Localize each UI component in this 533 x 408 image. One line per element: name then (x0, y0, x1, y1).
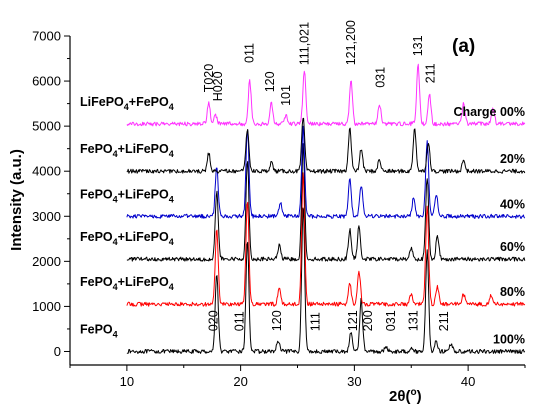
y-tick-label: 0 (54, 344, 61, 359)
series-line-2 (126, 143, 526, 262)
series-percent-5: Charge 00% (453, 105, 525, 119)
series-line-5 (126, 63, 526, 127)
y-tick-label: 4000 (32, 164, 61, 179)
series-label-text: FePO (80, 322, 113, 336)
series-label-0: FePO4 (80, 322, 118, 339)
x-axis-title: 2θ(o) (389, 387, 422, 405)
y-tick-label: 2000 (32, 254, 61, 269)
series-label-text: +LiFePO (118, 142, 169, 156)
x-tick-label: 10 (120, 374, 134, 389)
series-label-text: FePO (80, 187, 113, 201)
series-label-subscript: 4 (113, 237, 118, 247)
x-axis-title-degree: o (410, 387, 416, 398)
series-label-subscript: 4 (113, 282, 118, 292)
x-tick-label: 30 (347, 374, 361, 389)
series-label-subscript: 4 (113, 194, 118, 204)
y-tick-label: 1000 (32, 299, 61, 314)
series-percent-2: 60% (500, 240, 525, 254)
series-label-5: LiFePO4+FePO4 (80, 95, 174, 112)
series-label-text: +LiFePO (118, 230, 169, 244)
x-ticks: 10 20 30 40 (69, 365, 526, 389)
peak-label-top: 211 (424, 63, 438, 83)
series-label-2: FePO4+LiFePO4 (80, 230, 174, 247)
peak-label-bottom: 200 (361, 310, 375, 331)
peak-label-bottom: 011 (233, 311, 247, 331)
peak-label-bottom: 131 (407, 310, 421, 331)
peak-label-bottom: 120 (270, 310, 284, 331)
series-label-text: +FePO (129, 95, 169, 109)
peak-label-top: 120 (263, 71, 277, 92)
x-axis-title-theta: 2θ (389, 388, 405, 405)
series-label-text: LiFePO (80, 95, 124, 109)
series-label-subscript: 4 (169, 237, 174, 247)
peak-label-top: 121,200 (344, 20, 358, 65)
peak-label-top: 111,021 (297, 22, 311, 65)
series-line-1 (126, 172, 526, 307)
plot-area (126, 63, 526, 354)
series-label-text: +LiFePO (118, 187, 169, 201)
peak-label-bottom: 211 (437, 311, 451, 331)
peak-label-top: T020 (202, 64, 216, 93)
series-label-subscript: 4 (113, 329, 118, 339)
series-percent-0: 100% (493, 332, 525, 346)
series-label-1: FePO4+LiFePO4 (80, 275, 174, 292)
x-tick-label: 20 (233, 374, 247, 389)
y-ticks: 0 1000 2000 3000 4000 5000 6000 7000 (32, 29, 70, 359)
y-axis-title: Intensity (a.u.) (8, 149, 25, 251)
x-axis-title-open: ( (405, 388, 410, 405)
y-tick-label: 5000 (32, 119, 61, 134)
series-percent-1: 80% (500, 285, 525, 299)
peak-label-top: 011 (243, 43, 257, 63)
y-tick-label: 7000 (32, 29, 61, 44)
series-percent-4: 20% (500, 152, 525, 166)
series-label-subscript: 4 (169, 282, 174, 292)
peak-label-top: H020 (211, 71, 225, 101)
series-label-text: FePO (80, 230, 113, 244)
series-line-0 (126, 207, 526, 354)
peak-label-bottom: 111 (309, 312, 323, 331)
series-line-3 (126, 125, 526, 219)
series-label-4: FePO4+LiFePO4 (80, 142, 174, 159)
series-label-subscript: 4 (169, 102, 174, 112)
peak-label-bottom: 121 (346, 310, 360, 331)
x-axis-title-close: ) (417, 388, 422, 405)
series-label-text: +LiFePO (118, 275, 169, 289)
y-tick-label: 3000 (32, 209, 61, 224)
peak-label-top: 031 (374, 67, 388, 88)
series-label-3: FePO4+LiFePO4 (80, 187, 174, 204)
series-line-4 (126, 117, 526, 174)
peak-label-bottom: 020 (206, 310, 220, 331)
series-label-text: FePO (80, 275, 113, 289)
series-labels: FePO4 100%FePO4+LiFePO4 80%FePO4+LiFePO4 60… (80, 95, 525, 347)
peak-label-bottom: 031 (384, 310, 398, 331)
series-percent-3: 40% (500, 197, 525, 211)
series-label-subscript: 4 (124, 102, 129, 112)
series-label-subscript: 4 (169, 194, 174, 204)
series-label-subscript: 4 (169, 149, 174, 159)
series-label-text: FePO (80, 142, 113, 156)
peak-label-top: 131 (411, 35, 425, 56)
panel-label: (a) (452, 36, 475, 57)
series-label-subscript: 4 (113, 149, 118, 159)
peak-label-top: 101 (279, 85, 293, 106)
x-tick-label: 40 (461, 374, 475, 389)
y-tick-label: 6000 (32, 74, 61, 89)
